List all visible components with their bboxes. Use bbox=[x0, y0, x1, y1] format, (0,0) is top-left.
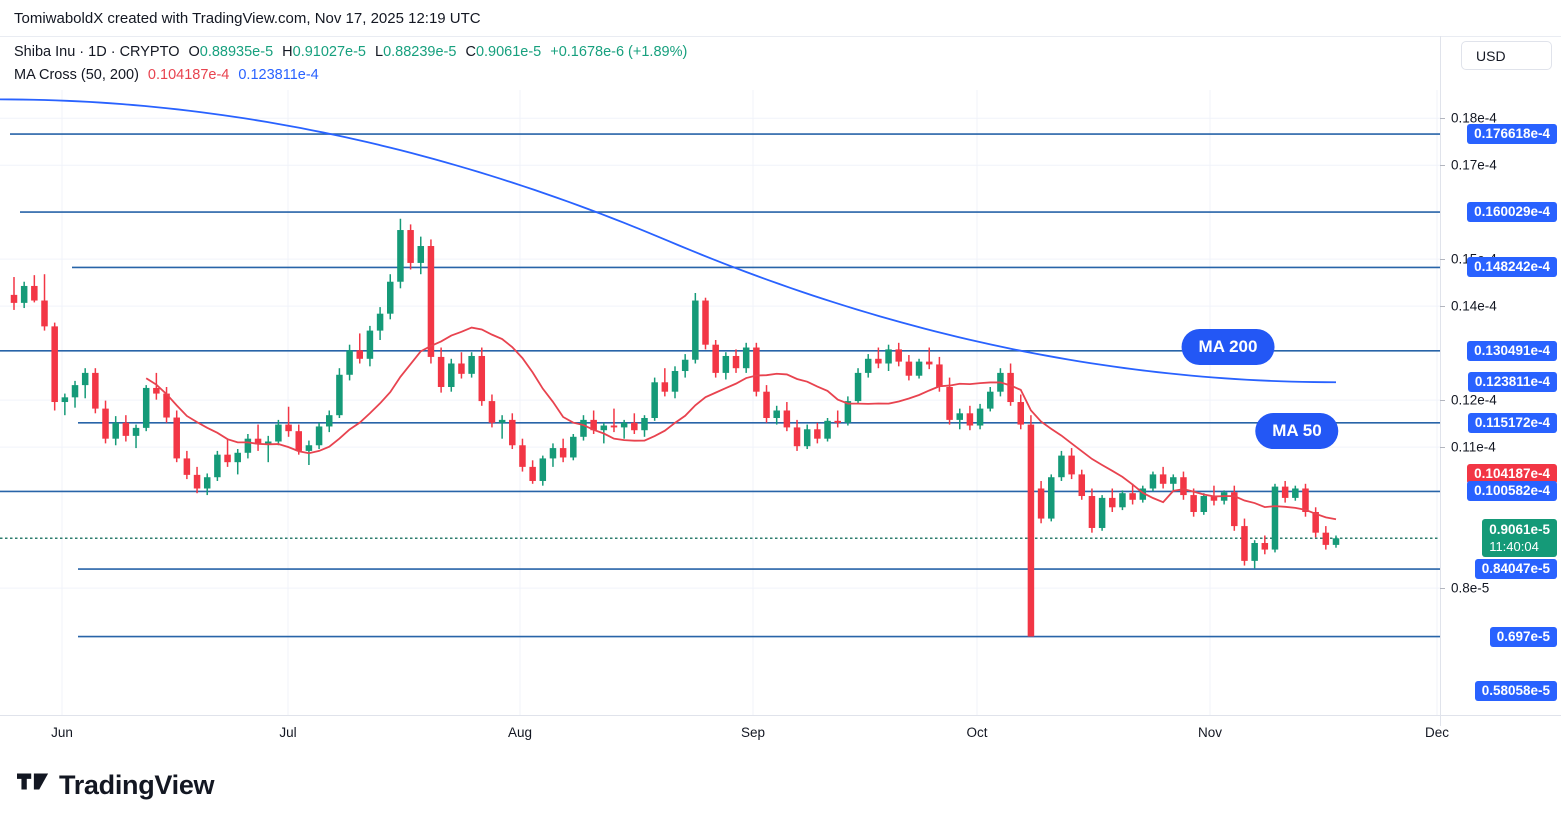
price-tag[interactable]: 0.115172e-4 bbox=[1467, 412, 1557, 433]
axis-tick-label: 0.8e-5 bbox=[1451, 580, 1490, 596]
ma-badge-ma-50[interactable]: MA 50 bbox=[1255, 413, 1339, 449]
price-axis[interactable]: 0.18e-40.17e-40.15e-40.14e-40.12e-40.11e… bbox=[1440, 90, 1561, 715]
header-divider bbox=[0, 36, 1561, 37]
time-tick-label: Aug bbox=[507, 725, 533, 740]
price-tag[interactable]: 0.123811e-4 bbox=[1467, 372, 1557, 393]
high-value: 0.91027e-5 bbox=[292, 44, 366, 60]
candlestick-svg bbox=[0, 90, 1440, 715]
time-tick-label: Jun bbox=[51, 725, 73, 740]
price-axis-divider bbox=[1440, 36, 1441, 726]
price-tag[interactable]: 0.9061e-5 11:40:04 bbox=[1482, 519, 1557, 558]
axis-tick-label: 0.17e-4 bbox=[1451, 157, 1497, 173]
tradingview-logo: TradingView bbox=[17, 770, 215, 801]
axis-tick-label: 0.18e-4 bbox=[1451, 110, 1497, 126]
axis-tick-label: 0.14e-4 bbox=[1451, 298, 1497, 314]
low-value: 0.88239e-5 bbox=[383, 44, 457, 60]
open-label: O bbox=[188, 44, 200, 60]
axis-tick-mark bbox=[1440, 165, 1445, 167]
price-tag[interactable]: 0.58058e-5 bbox=[1474, 681, 1557, 702]
price-tag[interactable]: 0.160029e-4 bbox=[1467, 202, 1557, 223]
price-tag-value: 0.9061e-5 bbox=[1489, 522, 1550, 538]
axis-tick-mark bbox=[1440, 400, 1445, 402]
legend-ohlc-row: Shiba Inu · 1D · CRYPTO O0.88935e-5 H0.910… bbox=[14, 41, 687, 64]
currency-label: USD bbox=[1476, 47, 1506, 64]
high-label: H bbox=[282, 44, 293, 60]
axis-tick-mark bbox=[1440, 588, 1445, 590]
time-tick-label: Dec bbox=[1424, 725, 1450, 740]
currency-button[interactable]: USD bbox=[1461, 41, 1552, 70]
time-tick-label: Nov bbox=[1197, 725, 1223, 740]
price-tag[interactable]: 0.84047e-5 bbox=[1474, 559, 1557, 580]
axis-tick-label: 0.12e-4 bbox=[1451, 392, 1497, 408]
chart-plot-area[interactable] bbox=[0, 90, 1440, 715]
time-tick-label: Jul bbox=[279, 725, 297, 740]
price-tag[interactable]: 0.104187e-4 bbox=[1467, 464, 1557, 485]
symbol-label[interactable]: Shiba Inu · 1D · CRYPTO bbox=[14, 44, 180, 60]
tradingview-mark-icon bbox=[17, 773, 49, 790]
time-axis[interactable]: Jun Jul Aug Sep Oct Nov Dec bbox=[0, 715, 1561, 749]
price-tag[interactable]: 0.176618e-4 bbox=[1467, 124, 1557, 145]
price-tag[interactable]: 0.697e-5 bbox=[1489, 626, 1557, 647]
change-value: +0.1678e-6 (+1.89%) bbox=[550, 44, 688, 60]
time-tick-label: Sep bbox=[740, 725, 766, 740]
indicator-label[interactable]: MA Cross (50, 200) bbox=[14, 67, 139, 83]
price-tag[interactable]: 0.130491e-4 bbox=[1467, 340, 1557, 361]
axis-tick-mark bbox=[1440, 447, 1445, 449]
attribution-text: TomiwaboldX created with TradingView.com… bbox=[14, 10, 481, 27]
axis-tick-label: 0.11e-4 bbox=[1451, 439, 1496, 455]
axis-tick-mark bbox=[1440, 306, 1445, 308]
close-label: C bbox=[465, 44, 476, 60]
time-tick-label: Oct bbox=[966, 725, 988, 740]
ma50-value: 0.104187e-4 bbox=[147, 67, 230, 83]
close-value: 0.9061e-5 bbox=[475, 44, 542, 60]
ma200-value: 0.123811e-4 bbox=[238, 67, 319, 83]
legend-indicator-row: MA Cross (50, 200) 0.104187e-4 0.123811e-4 bbox=[14, 64, 687, 87]
price-tag-countdown: 11:40:04 bbox=[1489, 539, 1539, 555]
axis-tick-mark bbox=[1440, 118, 1445, 120]
tradingview-wordmark: TradingView bbox=[59, 770, 215, 800]
price-tag[interactable]: 0.100582e-4 bbox=[1467, 481, 1557, 502]
axis-tick-mark bbox=[1440, 259, 1445, 261]
price-tag[interactable]: 0.148242e-4 bbox=[1467, 257, 1557, 278]
open-value: 0.88935e-5 bbox=[199, 44, 274, 60]
chart-legend: Shiba Inu · 1D · CRYPTO O0.88935e-5 H0.910… bbox=[14, 41, 687, 87]
low-label: L bbox=[375, 44, 384, 60]
ma-badge-ma-200[interactable]: MA 200 bbox=[1181, 329, 1275, 365]
